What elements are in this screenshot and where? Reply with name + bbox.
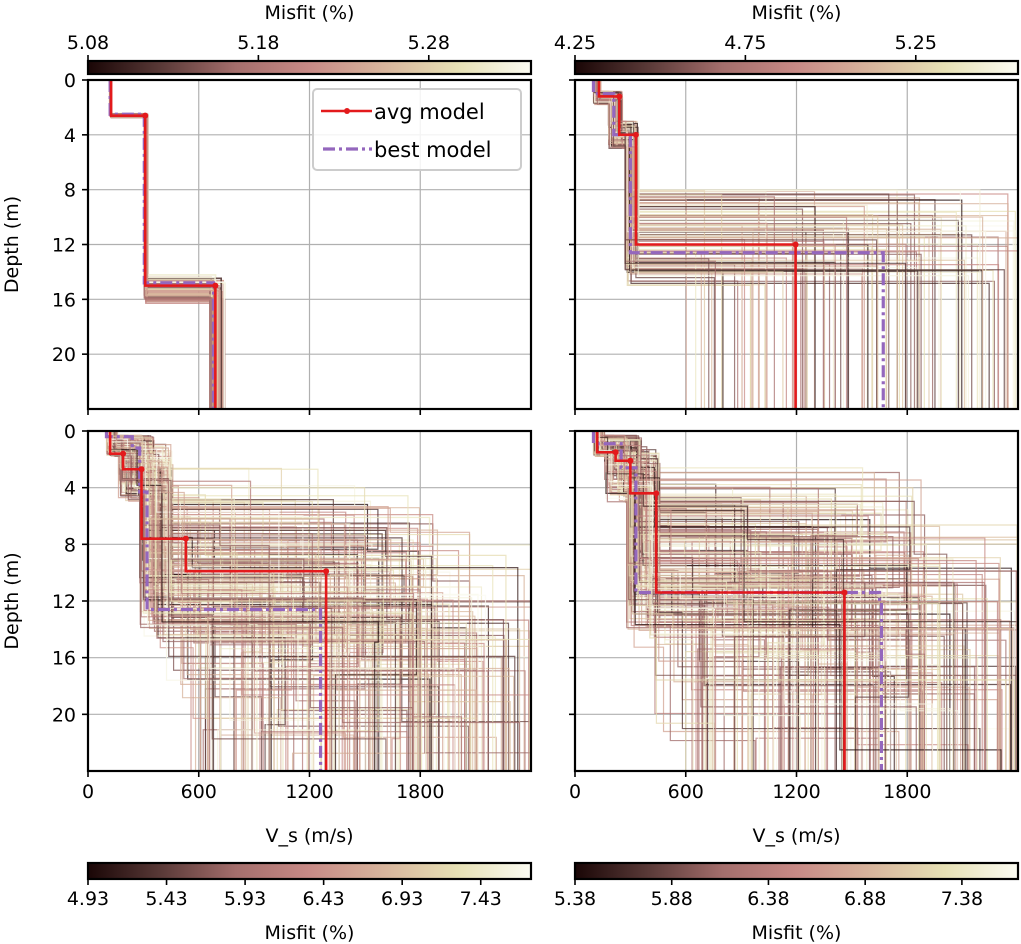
ensemble-model-line bbox=[106, 431, 531, 771]
ensemble-model-line bbox=[115, 431, 333, 771]
colorbar-label: Misfit (%) bbox=[752, 922, 842, 944]
colorbar-tick-label: 6.43 bbox=[302, 888, 344, 910]
best-model-line bbox=[591, 431, 884, 771]
y-tick-label: 4 bbox=[64, 478, 76, 500]
y-tick-label: 12 bbox=[52, 235, 76, 257]
colorbar-label: Misfit (%) bbox=[752, 2, 842, 24]
colorbar-tick-label: 5.28 bbox=[408, 32, 450, 54]
avg-model-line bbox=[108, 431, 328, 771]
colorbar-tick-label: 5.43 bbox=[145, 888, 187, 910]
colorbar-tick-label: 4.25 bbox=[554, 32, 596, 54]
colorbar: 4.25 4.75 5.25 Misfit (%) bbox=[554, 2, 1020, 76]
avg-model-marker bbox=[627, 457, 634, 464]
ensemble-model-line bbox=[115, 431, 293, 771]
colorbar-gradient bbox=[86, 59, 533, 76]
colorbar-tick-label: 7.43 bbox=[460, 888, 502, 910]
colorbar-label: Misfit (%) bbox=[265, 2, 355, 24]
avg-model-marker bbox=[792, 241, 799, 248]
x-tick-label: 1800 bbox=[396, 781, 444, 803]
x-tick-label: 0 bbox=[82, 781, 94, 803]
legend-avg-marker bbox=[344, 108, 350, 114]
y-tick-label: 8 bbox=[64, 534, 76, 556]
y-tick-label: 20 bbox=[52, 344, 76, 366]
ensemble-models bbox=[105, 431, 531, 771]
ensemble-model-line bbox=[115, 431, 421, 771]
y-tick-label: 16 bbox=[52, 289, 76, 311]
colorbar-tick-label: 6.38 bbox=[747, 888, 789, 910]
y-tick-label: 0 bbox=[64, 70, 76, 92]
colorbar-tick-label: 5.93 bbox=[224, 888, 266, 910]
avg-model-marker bbox=[212, 282, 219, 289]
ensemble-model-line bbox=[598, 431, 891, 771]
avg-model-marker bbox=[182, 535, 189, 542]
panel-top-left: 0 4 8 12 16 20 Depth (m) 5.08 5.18 5.28 Misfit (%)… bbox=[1, 2, 533, 415]
panel-top-right: 4.25 4.75 5.25 Misfit (%) bbox=[554, 2, 1020, 415]
y-tick-label: 20 bbox=[52, 704, 76, 726]
legend-avg-label: avg model bbox=[374, 100, 485, 124]
colorbar-tick-label: 6.93 bbox=[381, 888, 423, 910]
x-tick-label: 600 bbox=[181, 781, 217, 803]
y-tick-label: 8 bbox=[64, 180, 76, 202]
avg-model-marker bbox=[323, 568, 330, 575]
x-tick-label: 0 bbox=[569, 781, 581, 803]
ensemble-model-line bbox=[598, 431, 977, 771]
colorbar-tick-label: 6.88 bbox=[844, 888, 886, 910]
y-axis-label: Depth (m) bbox=[1, 196, 23, 293]
ensemble-models bbox=[592, 431, 1018, 771]
x-axis-label: V_s (m/s) bbox=[265, 825, 353, 847]
colorbar-label: Misfit (%) bbox=[265, 922, 355, 944]
ensemble-model-line bbox=[594, 431, 1016, 771]
colorbar: 4.93 5.43 5.93 6.43 6.93 7.43 Misfit (%) bbox=[67, 861, 533, 944]
colorbar-tick-label: 5.25 bbox=[895, 32, 937, 54]
colorbar: 5.38 5.88 6.38 6.88 7.38 Misfit (%) bbox=[554, 861, 1020, 944]
x-tick-label: 1200 bbox=[285, 781, 333, 803]
avg-model-line bbox=[597, 80, 797, 409]
avg-model-line bbox=[595, 431, 846, 771]
avg-model-marker bbox=[653, 490, 660, 497]
panel-bottom-right: 0 600 1200 1800 V_s (m/s) 5.38 5.88 6.38 6.88 7.3… bbox=[554, 429, 1020, 944]
colorbar-tick-label: 7.38 bbox=[941, 888, 983, 910]
avg-model-marker bbox=[120, 450, 127, 457]
x-axis-label: V_s (m/s) bbox=[752, 825, 840, 847]
avg-model-marker bbox=[841, 589, 848, 596]
ensemble-model-line bbox=[109, 431, 379, 771]
colorbar-gradient bbox=[573, 59, 1020, 76]
y-tick-label: 4 bbox=[64, 125, 76, 147]
legend: avg model best model bbox=[312, 88, 522, 171]
colorbar-tick-label: 5.88 bbox=[651, 888, 693, 910]
ensemble-model-line bbox=[596, 80, 716, 409]
colorbar-tick-label: 4.75 bbox=[724, 32, 766, 54]
colorbar-tick-label: 5.18 bbox=[237, 32, 279, 54]
colorbar-gradient bbox=[573, 861, 1020, 881]
colorbar-tick-label: 5.08 bbox=[67, 32, 109, 54]
avg-model-marker bbox=[616, 93, 623, 100]
avg-model-line bbox=[109, 80, 217, 409]
colorbar-tick-label: 5.38 bbox=[554, 888, 596, 910]
legend-best-label: best model bbox=[374, 138, 492, 162]
y-tick-label: 0 bbox=[64, 421, 76, 443]
colorbar-tick-label: 4.93 bbox=[67, 888, 109, 910]
ensemble-model-line bbox=[595, 431, 845, 771]
y-tick-label: 12 bbox=[52, 591, 76, 613]
ensemble-model-line bbox=[111, 431, 314, 771]
x-tick-label: 1200 bbox=[772, 781, 820, 803]
y-axis-label: Depth (m) bbox=[1, 552, 23, 649]
colorbar: 5.08 5.18 5.28 Misfit (%) bbox=[67, 2, 533, 76]
ensemble-model-line bbox=[597, 431, 866, 771]
avg-model-marker bbox=[138, 466, 145, 473]
best-model-line bbox=[591, 80, 885, 409]
y-tick-label: 16 bbox=[52, 648, 76, 670]
avg-model-marker bbox=[612, 449, 619, 456]
x-tick-label: 1800 bbox=[883, 781, 931, 803]
colorbar-gradient bbox=[86, 861, 533, 881]
ensemble-model-line bbox=[116, 431, 392, 771]
avg-model-marker bbox=[142, 112, 149, 119]
x-tick-label: 600 bbox=[668, 781, 704, 803]
avg-model-marker bbox=[632, 131, 639, 138]
panel-bottom-left: 0 600 1200 1800 0 4 8 12 16 20 V_s (m/s) Depth (m) 4… bbox=[1, 421, 533, 944]
